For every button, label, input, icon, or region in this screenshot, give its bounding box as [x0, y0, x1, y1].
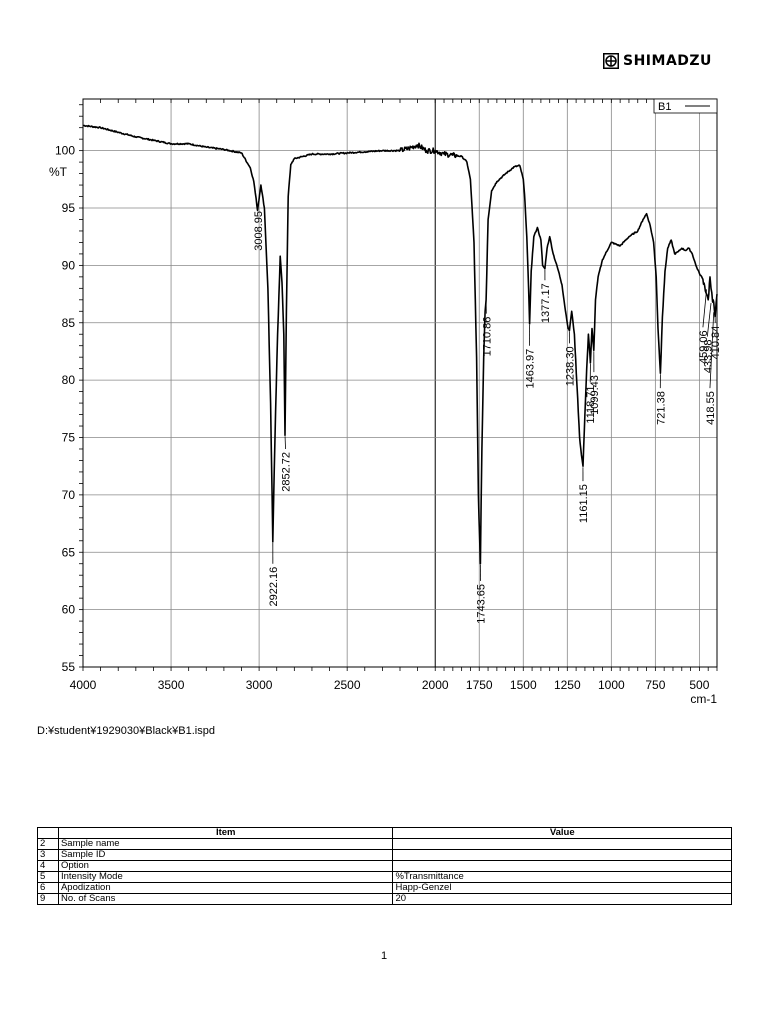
table-cell-item: Apodization: [57, 882, 394, 894]
table-cell-index: 6: [37, 882, 59, 894]
y-tick-label: 85: [62, 316, 76, 330]
table-cell-item: Sample name: [57, 838, 394, 850]
peak-label: 1463.97: [524, 349, 536, 389]
table-header-index: [37, 827, 59, 839]
peak-label: 1238.30: [564, 346, 576, 386]
table-cell-value: 20: [392, 893, 732, 905]
table-cell-index: 5: [37, 871, 59, 883]
peak-label: 418.55: [705, 391, 717, 425]
table-cell-value: [392, 849, 732, 861]
peak-label: 1161.15: [578, 484, 590, 523]
y-tick-label: 80: [62, 373, 76, 387]
table-cell-value: [392, 838, 732, 850]
y-tick-label: 75: [62, 431, 76, 445]
brand-name: SHIMADZU: [623, 53, 712, 69]
table-row: 3 Sample ID: [37, 849, 732, 861]
brand-logo: SHIMADZU: [603, 51, 712, 71]
x-tick-label: 500: [689, 678, 709, 692]
table-header-row: Item Value: [37, 827, 732, 839]
peak-label: 1710.86: [481, 317, 493, 357]
x-tick-label: 1000: [598, 678, 625, 692]
peak-label: 3008.95: [253, 211, 265, 251]
file-path: D:¥student¥1929030¥Black¥B1.ispd: [37, 725, 215, 737]
table-row: 4 Option: [37, 860, 732, 872]
y-tick-label: 65: [62, 545, 76, 559]
plot-frame: [82, 98, 718, 668]
table-header-value: Value: [392, 827, 732, 839]
peak-label: 2852.72: [281, 452, 293, 492]
table-cell-index: 9: [37, 893, 59, 905]
peak-label: 459.06: [698, 330, 710, 364]
peak-label: 410.84: [710, 326, 722, 360]
y-tick-label: 90: [62, 258, 76, 272]
table-cell-item: Intensity Mode: [57, 871, 394, 883]
page-number: 1: [380, 950, 388, 962]
x-tick-label: 1500: [510, 678, 537, 692]
table-row: 6 Apodization Happ-Genzel: [37, 882, 732, 894]
peak-label: 1377.17: [540, 283, 552, 323]
y-tick-label: 95: [62, 201, 76, 215]
table-header-item: Item: [57, 827, 394, 839]
table-row: 9 No. of Scans 20: [37, 893, 732, 905]
x-tick-label: 1750: [466, 678, 493, 692]
ir-spectrum-chart: 4000 3500 3000 2500 2000 1750 1500 1250 1000 750 5…: [49, 98, 722, 706]
x-tick-label: 3000: [246, 678, 273, 692]
peak-leader-line: [709, 312, 715, 389]
peak-label: 1099.43: [589, 375, 601, 415]
table-row: 2 Sample name: [37, 838, 732, 850]
peak-label: 1743.65: [475, 584, 487, 624]
table-cell-item: Option: [57, 860, 394, 872]
y-tick-label: 100: [55, 144, 75, 158]
peak-label: 2922.16: [268, 567, 280, 607]
table-cell-value: Happ-Genzel: [392, 882, 732, 894]
peak-label: 721.38: [655, 391, 667, 425]
table-cell-index: 2: [37, 838, 59, 850]
peak-leader-line: [257, 207, 259, 212]
x-tick-label: 2500: [334, 678, 361, 692]
x-tick-label: 3500: [158, 678, 185, 692]
parameters-table: Item Value 2 Sample name 3 Sample ID 4 Option…: [37, 827, 732, 905]
x-tick-label: 1250: [554, 678, 581, 692]
table-cell-index: 3: [37, 849, 59, 861]
table-cell-value: [392, 860, 732, 872]
y-tick-label: 70: [62, 488, 76, 502]
peak-leader-line: [702, 289, 707, 328]
table-cell-value: %Transmittance: [392, 871, 732, 883]
spectrum-line: [82, 124, 718, 565]
shimadzu-logo-icon: [603, 53, 619, 69]
x-tick-label: 2000: [422, 678, 449, 692]
y-axis-label: %T: [49, 165, 68, 179]
table-row: 5 Intensity Mode %Transmittance: [37, 871, 732, 883]
peak-leader-line: [706, 303, 712, 337]
peak-label: 1118.71: [585, 385, 597, 423]
y-tick-label: 60: [62, 603, 76, 617]
legend-label: B1: [658, 101, 671, 113]
table-cell-item: No. of Scans: [57, 893, 394, 905]
x-axis-label: cm-1: [690, 692, 717, 706]
x-tick-label: 4000: [70, 678, 97, 692]
y-tick-label: 55: [62, 660, 76, 674]
table-cell-item: Sample ID: [57, 849, 394, 861]
x-tick-label: 750: [645, 678, 665, 692]
table-cell-index: 4: [37, 860, 59, 872]
